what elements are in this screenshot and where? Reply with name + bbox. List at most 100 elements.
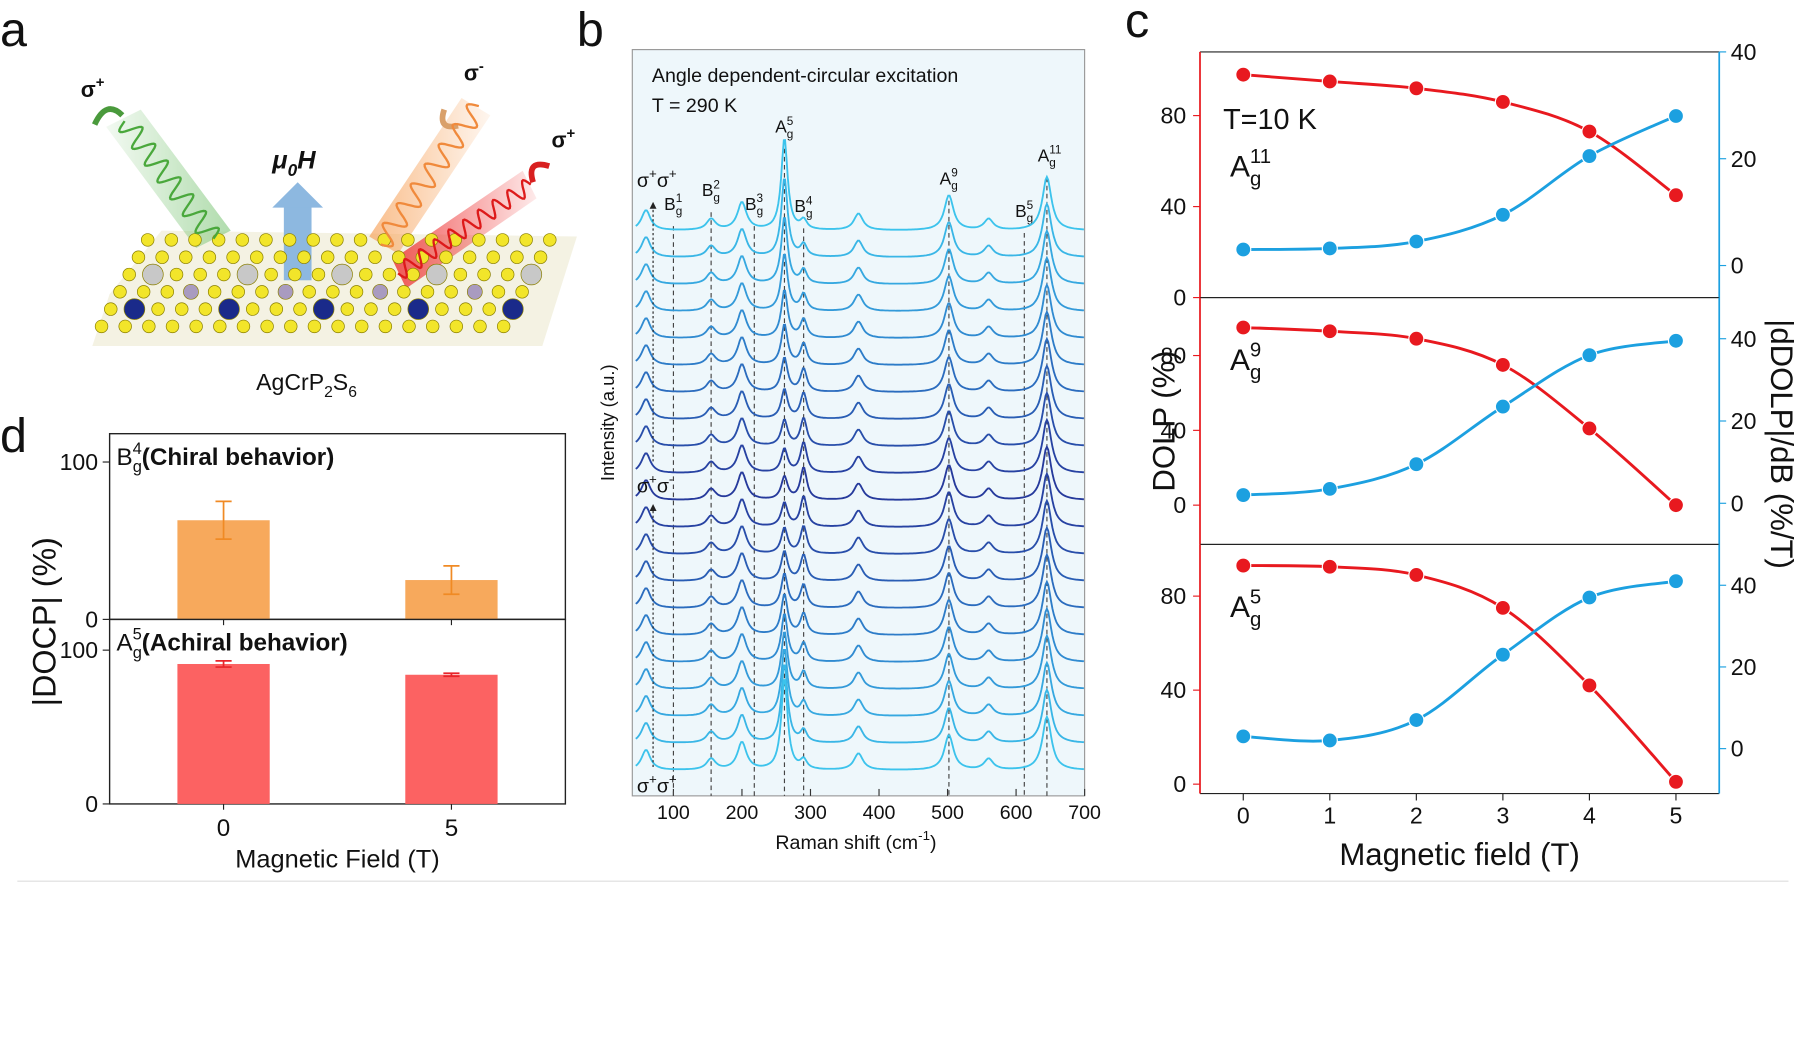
- panel-label: b: [577, 3, 604, 57]
- polarization-label: σ+σ+: [637, 166, 677, 192]
- atom: [122, 267, 136, 282]
- polarization-label: σ+σ-: [637, 472, 673, 498]
- atom: [473, 319, 487, 334]
- atom: [131, 250, 146, 264]
- atom: [391, 250, 406, 264]
- y-axis-label: Intensity (a.u.): [597, 364, 618, 481]
- spectrum: [635, 178, 1084, 258]
- mode-label: Ag11: [1038, 144, 1062, 170]
- spectrum: [635, 282, 1084, 339]
- data-point: [1408, 711, 1425, 729]
- atom: [515, 285, 529, 299]
- data-point: [1408, 80, 1425, 97]
- data-point: [1667, 107, 1685, 125]
- atom: [482, 302, 496, 316]
- atom: [302, 285, 316, 299]
- atom: [202, 250, 217, 264]
- text-part: g: [1027, 212, 1034, 225]
- text-part: 5: [1250, 587, 1261, 609]
- atom: [491, 285, 506, 299]
- y2-tick-label: 20: [1731, 408, 1757, 434]
- atom: [486, 250, 500, 264]
- data-point: [1667, 497, 1685, 514]
- beam-label: σ+: [552, 126, 576, 153]
- x-tick-label: 200: [726, 802, 759, 824]
- text-part: g: [133, 644, 142, 662]
- x-tick-label: 0: [1237, 803, 1250, 829]
- atom: [344, 250, 359, 264]
- atom: [94, 319, 109, 334]
- atom: [284, 319, 298, 334]
- series-line: [1243, 579, 1677, 743]
- data-point: [1408, 456, 1425, 473]
- mode-label: Ag5: [1230, 587, 1261, 631]
- atom: [355, 319, 369, 334]
- atom: [236, 319, 251, 334]
- atom: [330, 233, 344, 247]
- y2-tick-label: 0: [1731, 253, 1744, 279]
- text-part: 5: [133, 626, 142, 644]
- atom: [113, 285, 127, 299]
- data-point: [1321, 240, 1338, 257]
- spectrum: [635, 631, 1084, 690]
- data-point: [1581, 123, 1598, 140]
- y2-tick-label: 0: [1731, 736, 1744, 762]
- text-part: σ: [81, 77, 96, 102]
- y-tick-label: 40: [1160, 194, 1186, 220]
- text-part: g: [757, 205, 764, 218]
- text-part: 2: [713, 178, 720, 191]
- y-tick-label: 40: [1160, 677, 1186, 703]
- atom: [142, 319, 156, 334]
- field-label: μ0H: [271, 146, 316, 180]
- data-point: [1408, 330, 1425, 347]
- data-point: [1667, 332, 1685, 349]
- atom: [118, 319, 132, 334]
- text-part: g: [676, 205, 683, 218]
- spectrum: [635, 390, 1084, 447]
- atom: [277, 283, 294, 300]
- y-axis-label: |DOCP| (%): [26, 537, 62, 706]
- data-point: [1581, 147, 1598, 165]
- spectrum: [635, 606, 1084, 663]
- atom: [420, 285, 435, 299]
- text-part: σ: [637, 775, 649, 797]
- text-part: +: [96, 75, 105, 91]
- atom: [331, 263, 353, 286]
- field-arrow-head: [272, 182, 324, 208]
- atom: [198, 302, 213, 316]
- spectrum: [635, 417, 1084, 474]
- atom: [183, 283, 199, 300]
- atom: [165, 319, 180, 334]
- data-point: [1321, 73, 1338, 90]
- atom: [462, 250, 477, 264]
- data-point: [1235, 319, 1252, 336]
- atom: [164, 233, 179, 247]
- panel-annotation: Ag5(Achiral behavior): [117, 626, 348, 662]
- y-tick-label: 80: [1160, 343, 1186, 369]
- atom: [321, 250, 335, 264]
- data-point: [1494, 93, 1511, 111]
- y-tick-label: 0: [1173, 492, 1186, 518]
- spectrum: [635, 253, 1084, 312]
- y-tick-label: 0: [85, 791, 98, 817]
- text-part: g: [1250, 362, 1261, 384]
- x-axis-label: Raman shift (cm-1): [775, 828, 936, 854]
- data-point: [1235, 486, 1252, 504]
- data-point: [1408, 566, 1425, 584]
- spectrum: [635, 217, 1084, 285]
- y-axis-label: DOLP (%): [1147, 350, 1182, 491]
- atom: [311, 267, 326, 282]
- atom: [378, 319, 393, 334]
- x-tick-label: 5: [445, 815, 458, 842]
- data-point: [1494, 646, 1511, 663]
- spectrum: [635, 525, 1084, 582]
- text-part: 5: [787, 115, 794, 128]
- title: Angle dependent-circular excitation: [652, 65, 958, 87]
- y2-tick-label: 0: [1731, 490, 1744, 516]
- beam-label: σ+: [81, 75, 105, 102]
- atom: [477, 267, 491, 282]
- light-wave: [118, 120, 220, 240]
- data-point: [1408, 233, 1425, 250]
